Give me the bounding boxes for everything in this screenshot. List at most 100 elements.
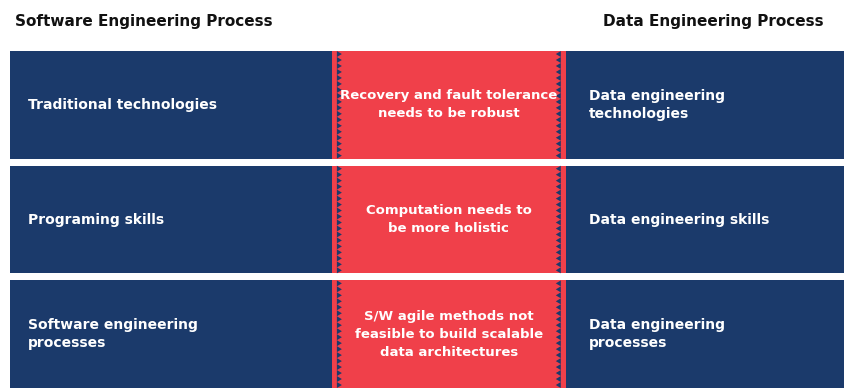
Polygon shape (337, 249, 342, 256)
Polygon shape (555, 220, 560, 225)
Polygon shape (337, 267, 342, 273)
Polygon shape (337, 81, 342, 87)
Polygon shape (337, 292, 342, 298)
Text: Data engineering
technologies: Data engineering technologies (588, 89, 724, 121)
Polygon shape (555, 232, 560, 238)
Polygon shape (555, 287, 560, 292)
Polygon shape (337, 376, 342, 382)
Polygon shape (555, 123, 560, 129)
Polygon shape (337, 57, 342, 63)
Polygon shape (555, 207, 560, 214)
Polygon shape (555, 135, 560, 141)
Polygon shape (555, 172, 560, 178)
Polygon shape (337, 87, 342, 93)
Polygon shape (555, 147, 560, 152)
Text: Recovery and fault tolerance
needs to be robust: Recovery and fault tolerance needs to be… (340, 89, 557, 120)
Text: Data engineering
processes: Data engineering processes (588, 318, 724, 350)
Polygon shape (555, 87, 560, 93)
Bar (565, 51, 844, 159)
Polygon shape (337, 111, 342, 117)
Polygon shape (555, 117, 560, 123)
Polygon shape (337, 190, 342, 196)
Polygon shape (337, 358, 342, 364)
Polygon shape (337, 310, 342, 316)
Polygon shape (555, 63, 560, 69)
Polygon shape (555, 346, 560, 352)
Polygon shape (337, 382, 342, 388)
Polygon shape (555, 376, 560, 382)
Polygon shape (555, 178, 560, 183)
Polygon shape (555, 238, 560, 243)
Polygon shape (555, 280, 560, 287)
Polygon shape (337, 135, 342, 141)
Polygon shape (337, 166, 342, 172)
Polygon shape (337, 63, 342, 69)
Text: Software engineering
processes: Software engineering processes (28, 318, 197, 350)
Polygon shape (555, 196, 560, 201)
Polygon shape (555, 57, 560, 63)
Text: Data engineering skills: Data engineering skills (588, 212, 768, 227)
Polygon shape (337, 238, 342, 243)
Polygon shape (555, 261, 560, 267)
Polygon shape (555, 166, 560, 172)
Polygon shape (555, 256, 560, 261)
Polygon shape (337, 334, 342, 340)
Polygon shape (555, 190, 560, 196)
Polygon shape (555, 267, 560, 273)
Polygon shape (337, 322, 342, 328)
Polygon shape (337, 117, 342, 123)
Polygon shape (337, 141, 342, 147)
Bar (332, 280, 565, 388)
Polygon shape (337, 196, 342, 201)
Polygon shape (337, 93, 342, 99)
Text: Data Engineering Process: Data Engineering Process (602, 14, 822, 29)
Polygon shape (555, 340, 560, 346)
Polygon shape (555, 183, 560, 190)
Polygon shape (555, 364, 560, 370)
Polygon shape (555, 111, 560, 117)
Polygon shape (337, 304, 342, 310)
Polygon shape (555, 243, 560, 249)
Polygon shape (337, 352, 342, 358)
Polygon shape (337, 364, 342, 370)
Polygon shape (337, 328, 342, 334)
Polygon shape (555, 51, 560, 57)
Polygon shape (555, 249, 560, 256)
Polygon shape (555, 352, 560, 358)
Polygon shape (555, 201, 560, 207)
Polygon shape (555, 69, 560, 75)
Polygon shape (337, 280, 342, 287)
Polygon shape (555, 328, 560, 334)
Polygon shape (337, 243, 342, 249)
Polygon shape (337, 370, 342, 376)
Polygon shape (555, 316, 560, 322)
Bar (332, 166, 565, 273)
Polygon shape (337, 172, 342, 178)
Polygon shape (555, 105, 560, 111)
Polygon shape (337, 75, 342, 81)
Bar (565, 166, 844, 273)
Polygon shape (555, 93, 560, 99)
Polygon shape (337, 207, 342, 214)
Polygon shape (555, 141, 560, 147)
Polygon shape (337, 183, 342, 190)
Polygon shape (337, 178, 342, 183)
Polygon shape (337, 51, 342, 57)
Polygon shape (337, 105, 342, 111)
Polygon shape (337, 225, 342, 232)
Polygon shape (337, 99, 342, 105)
Polygon shape (337, 261, 342, 267)
Polygon shape (555, 99, 560, 105)
Polygon shape (337, 129, 342, 135)
Polygon shape (555, 334, 560, 340)
Bar (10, 166, 332, 273)
Polygon shape (555, 81, 560, 87)
Bar (10, 51, 332, 159)
Polygon shape (555, 304, 560, 310)
Polygon shape (555, 370, 560, 376)
Bar (565, 280, 844, 388)
Polygon shape (555, 75, 560, 81)
Polygon shape (337, 220, 342, 225)
Polygon shape (337, 214, 342, 220)
Polygon shape (337, 298, 342, 304)
